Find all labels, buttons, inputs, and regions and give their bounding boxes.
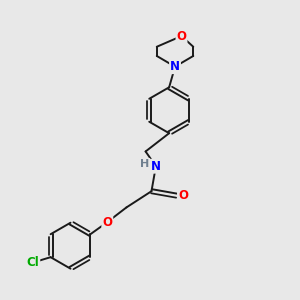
Text: N: N bbox=[151, 160, 161, 173]
Text: O: O bbox=[102, 216, 112, 229]
Text: O: O bbox=[176, 30, 187, 43]
Text: Cl: Cl bbox=[27, 256, 39, 269]
Text: H: H bbox=[140, 159, 149, 169]
Text: O: O bbox=[178, 189, 188, 202]
Text: N: N bbox=[170, 60, 180, 73]
